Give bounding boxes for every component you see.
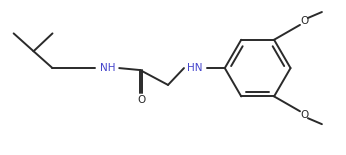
Text: O: O: [301, 16, 309, 26]
Text: HN: HN: [187, 63, 203, 73]
Text: O: O: [137, 95, 145, 105]
Text: O: O: [301, 110, 309, 120]
Text: NH: NH: [100, 63, 115, 73]
